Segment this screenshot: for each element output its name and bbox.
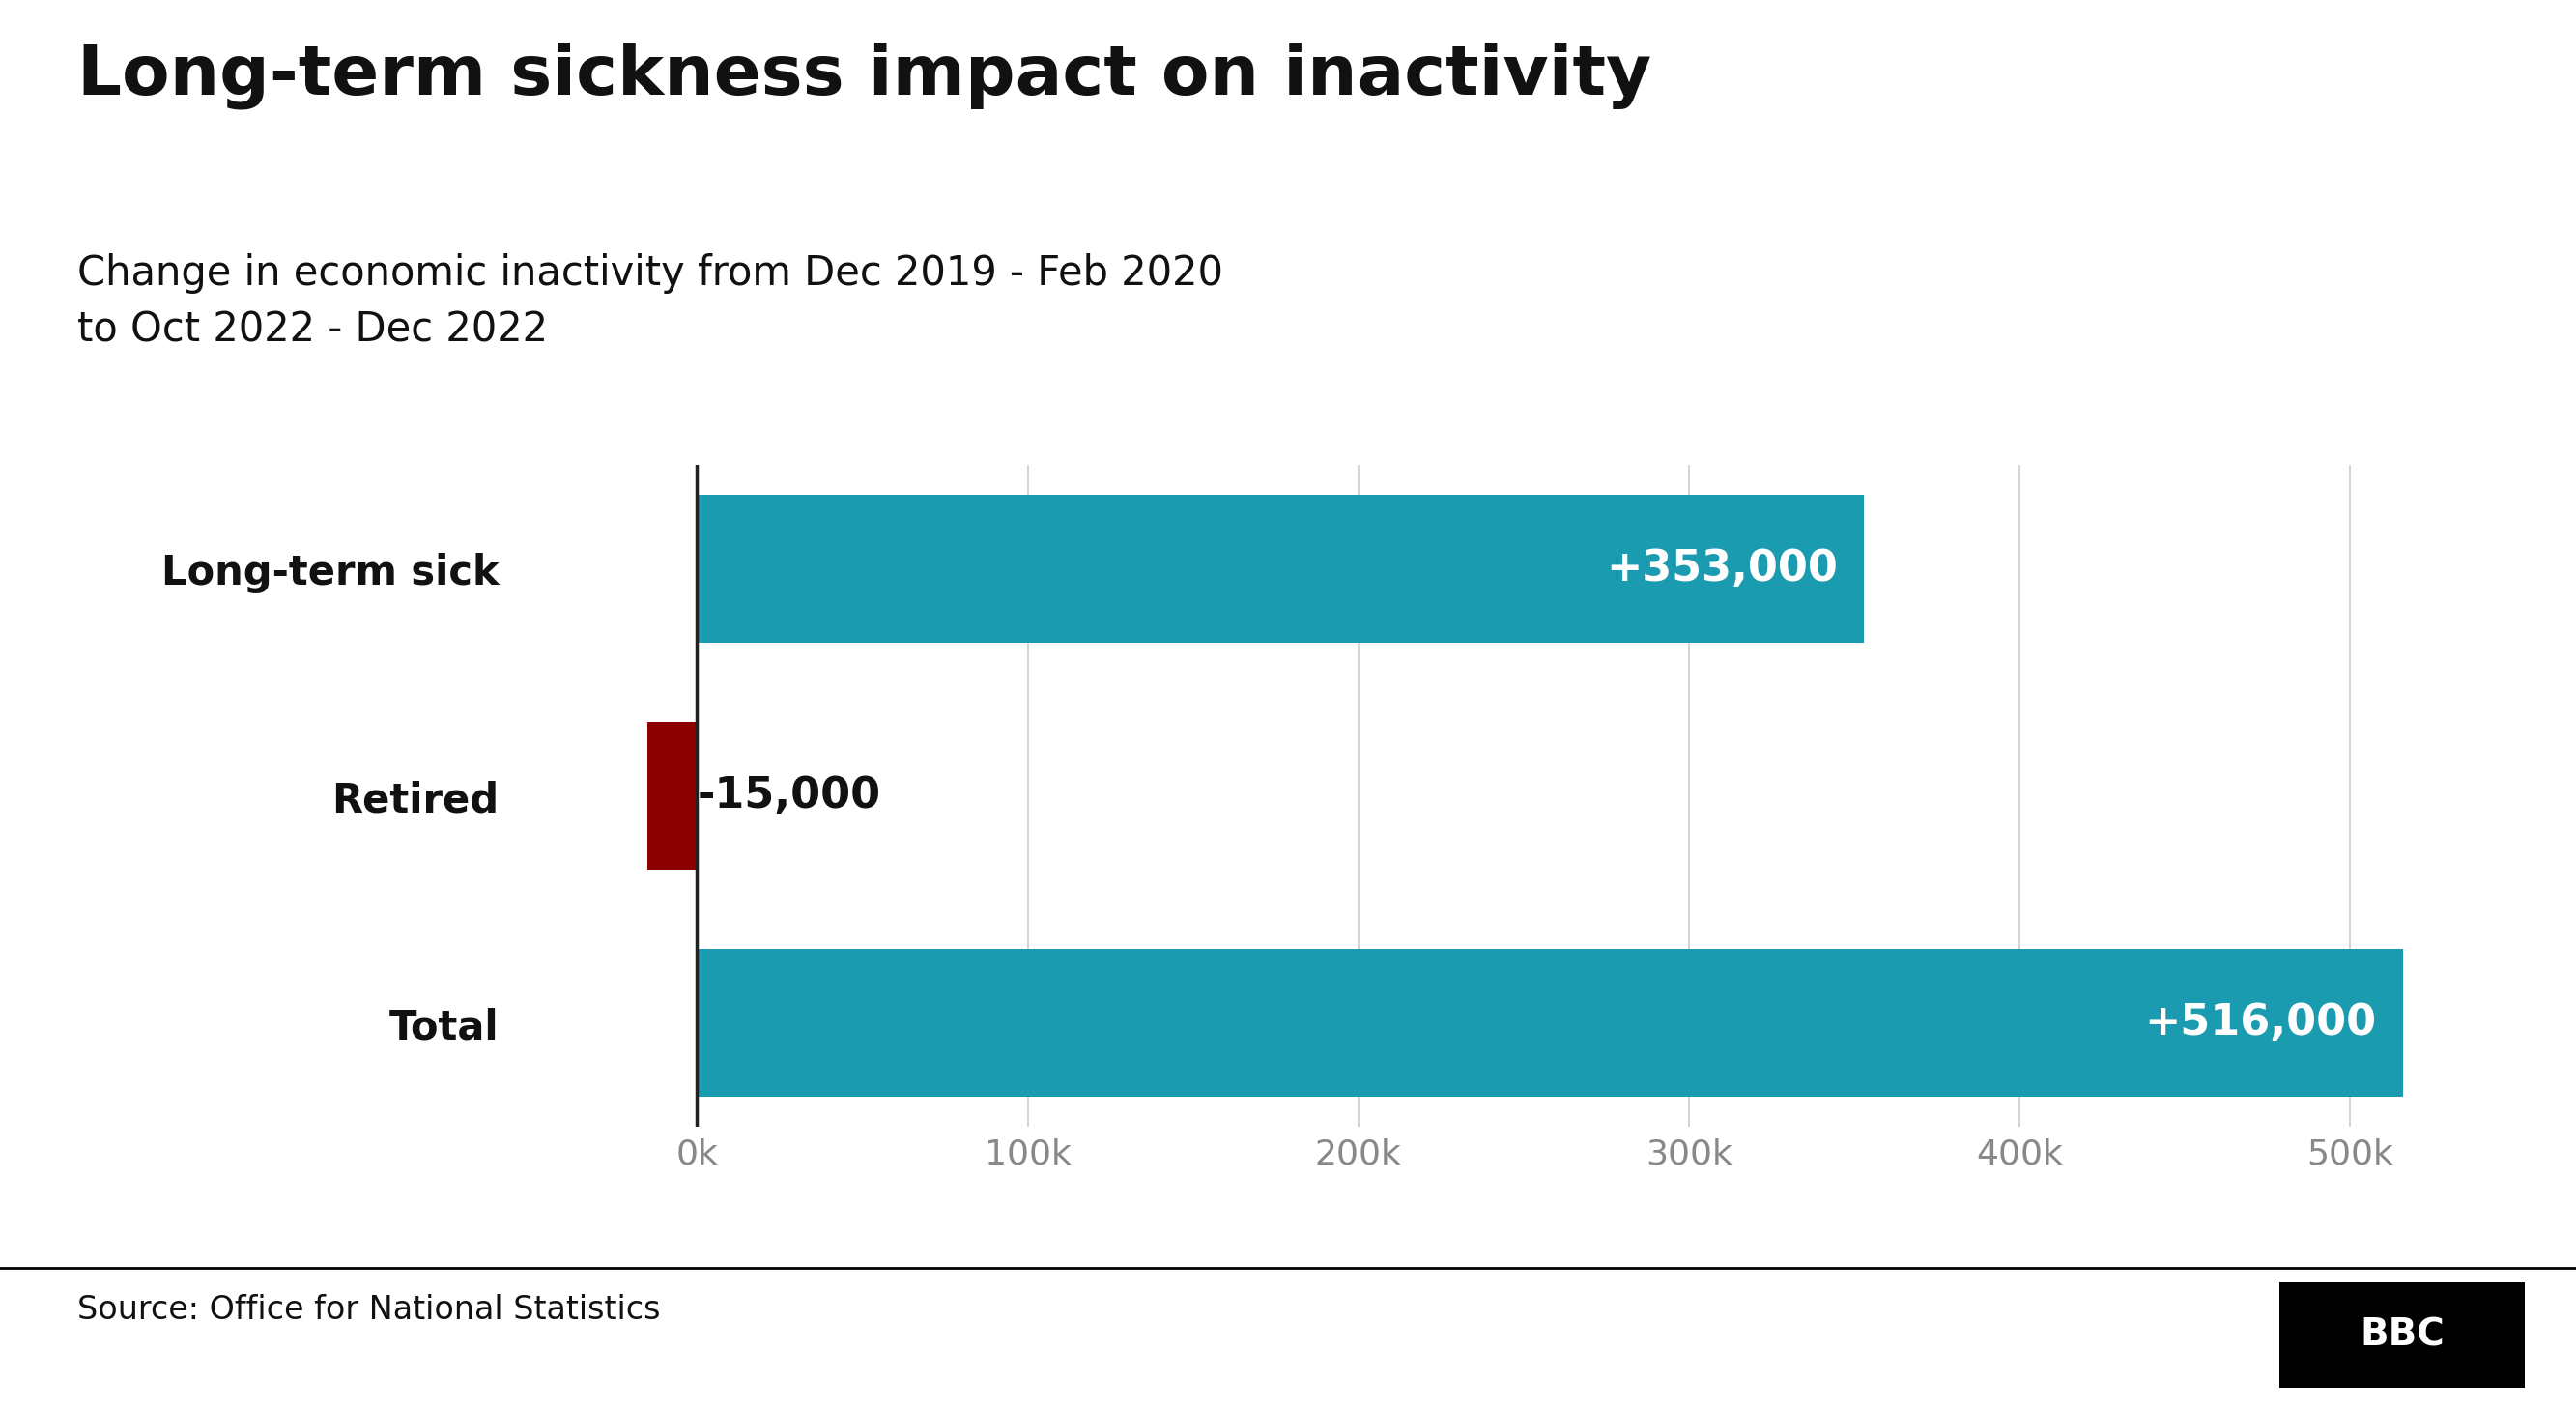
Bar: [647, 723, 698, 869]
Text: Long-term sickness impact on inactivity: Long-term sickness impact on inactivity: [77, 42, 1651, 110]
Text: +353,000: +353,000: [1605, 548, 1837, 590]
Text: BBC: BBC: [2360, 1316, 2445, 1354]
Bar: [698, 950, 2403, 1098]
Bar: [698, 495, 1865, 643]
Text: -15,000: -15,000: [698, 775, 881, 817]
Text: +516,000: +516,000: [2143, 1002, 2378, 1044]
Text: Source: Office for National Statistics: Source: Office for National Statistics: [77, 1295, 659, 1326]
Text: Change in economic inactivity from Dec 2019 - Feb 2020
to Oct 2022 - Dec 2022: Change in economic inactivity from Dec 2…: [77, 254, 1224, 351]
